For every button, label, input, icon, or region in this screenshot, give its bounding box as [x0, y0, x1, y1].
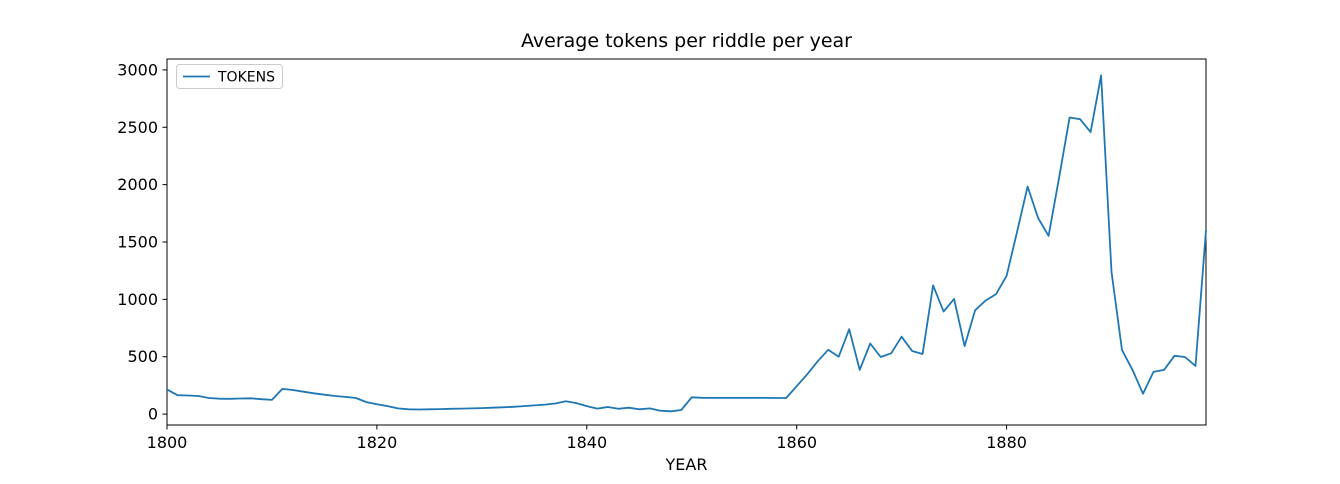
x-axis-ticks: 1800 1820 1840 1860 1880 — [147, 425, 1027, 452]
y-tick-label: 3000 — [117, 60, 158, 79]
x-tick-label: 1860 — [776, 433, 817, 452]
x-tick-label: 1840 — [566, 433, 607, 452]
y-axis-ticks: 0 500 1000 1500 2000 2500 3000 — [117, 60, 167, 424]
x-tick-label: 1820 — [357, 433, 398, 452]
series-line-tokens — [166, 74, 1207, 413]
y-tick-label: 0 — [148, 405, 158, 424]
y-tick-label: 500 — [127, 347, 158, 366]
x-axis-label: YEAR — [665, 455, 708, 474]
legend: TOKENS — [176, 64, 283, 89]
y-tick-label: 2000 — [117, 175, 158, 194]
y-tick-label: 2500 — [117, 118, 158, 137]
chart-title: Average tokens per riddle per year — [521, 30, 852, 52]
legend-frame — [176, 64, 283, 89]
y-tick-label: 1000 — [117, 290, 158, 309]
x-tick-label: 1800 — [147, 433, 188, 452]
x-tick-label: 1880 — [986, 433, 1027, 452]
plot-area — [166, 58, 1207, 426]
legend-label: TOKENS — [217, 70, 275, 86]
y-tick-label: 1500 — [117, 233, 158, 252]
